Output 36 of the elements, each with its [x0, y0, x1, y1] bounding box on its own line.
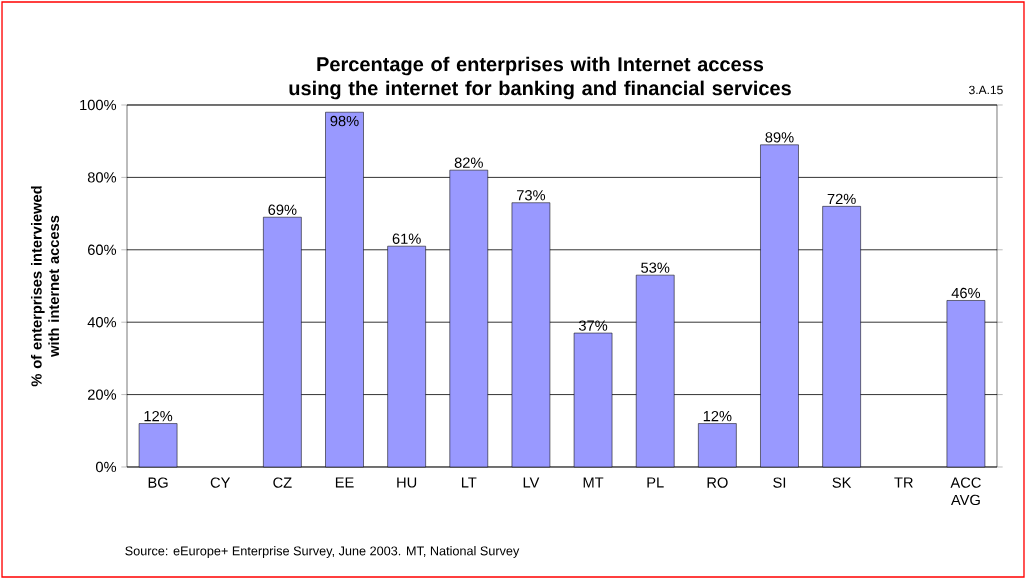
data-label: 46%	[951, 287, 981, 299]
x-tick-label: ACC AVG	[950, 477, 981, 506]
data-label: 12%	[703, 410, 732, 422]
y-tick-label: 40%	[87, 317, 117, 328]
x-tick-label: CY	[210, 477, 231, 488]
x-tick-label: BG	[148, 477, 168, 488]
text: 3.A.15	[969, 85, 1003, 95]
y-tick-label: 100%	[80, 99, 117, 111]
y-axis-title: % of enterprises interviewed with internet access	[30, 186, 60, 387]
data-label: 82%	[454, 157, 483, 168]
x-tick-label: HU	[397, 477, 417, 488]
x-tick-label: RO	[707, 477, 728, 488]
y-tick-label: 80%	[87, 172, 117, 183]
x-tick-label: CZ	[273, 477, 292, 488]
x-tick-label: SK	[832, 477, 852, 488]
x-tick-label: SI	[773, 477, 786, 488]
y-tick-label: 20%	[87, 389, 117, 400]
y-tick-label: 60%	[88, 244, 117, 255]
data-label: 89%	[765, 132, 794, 143]
x-tick-label: EE	[335, 477, 354, 488]
y-tick-label: 0%	[95, 461, 117, 473]
chart-title: Percentage of enterprises with Internet access using the internet for banking and financial services	[289, 56, 791, 100]
x-tick-label: TR	[894, 477, 913, 488]
x-tick-label: MT	[583, 477, 604, 488]
data-label: 73%	[517, 190, 546, 201]
x-tick-label: LV	[523, 477, 540, 488]
data-label: 12%	[144, 410, 173, 422]
data-label: 53%	[641, 262, 670, 273]
data-label: 61%	[392, 233, 421, 244]
data-label: 72%	[827, 193, 856, 205]
x-tick-label: LT	[461, 477, 477, 488]
data-label: 37%	[578, 320, 608, 331]
x-tick-label: PL	[647, 477, 664, 488]
source-note: Source: eEurope+ Enterprise Survey, June 2003. MT, National Survey	[125, 546, 520, 558]
data-label: 98%	[330, 115, 359, 127]
data-label: 69%	[268, 204, 297, 215]
